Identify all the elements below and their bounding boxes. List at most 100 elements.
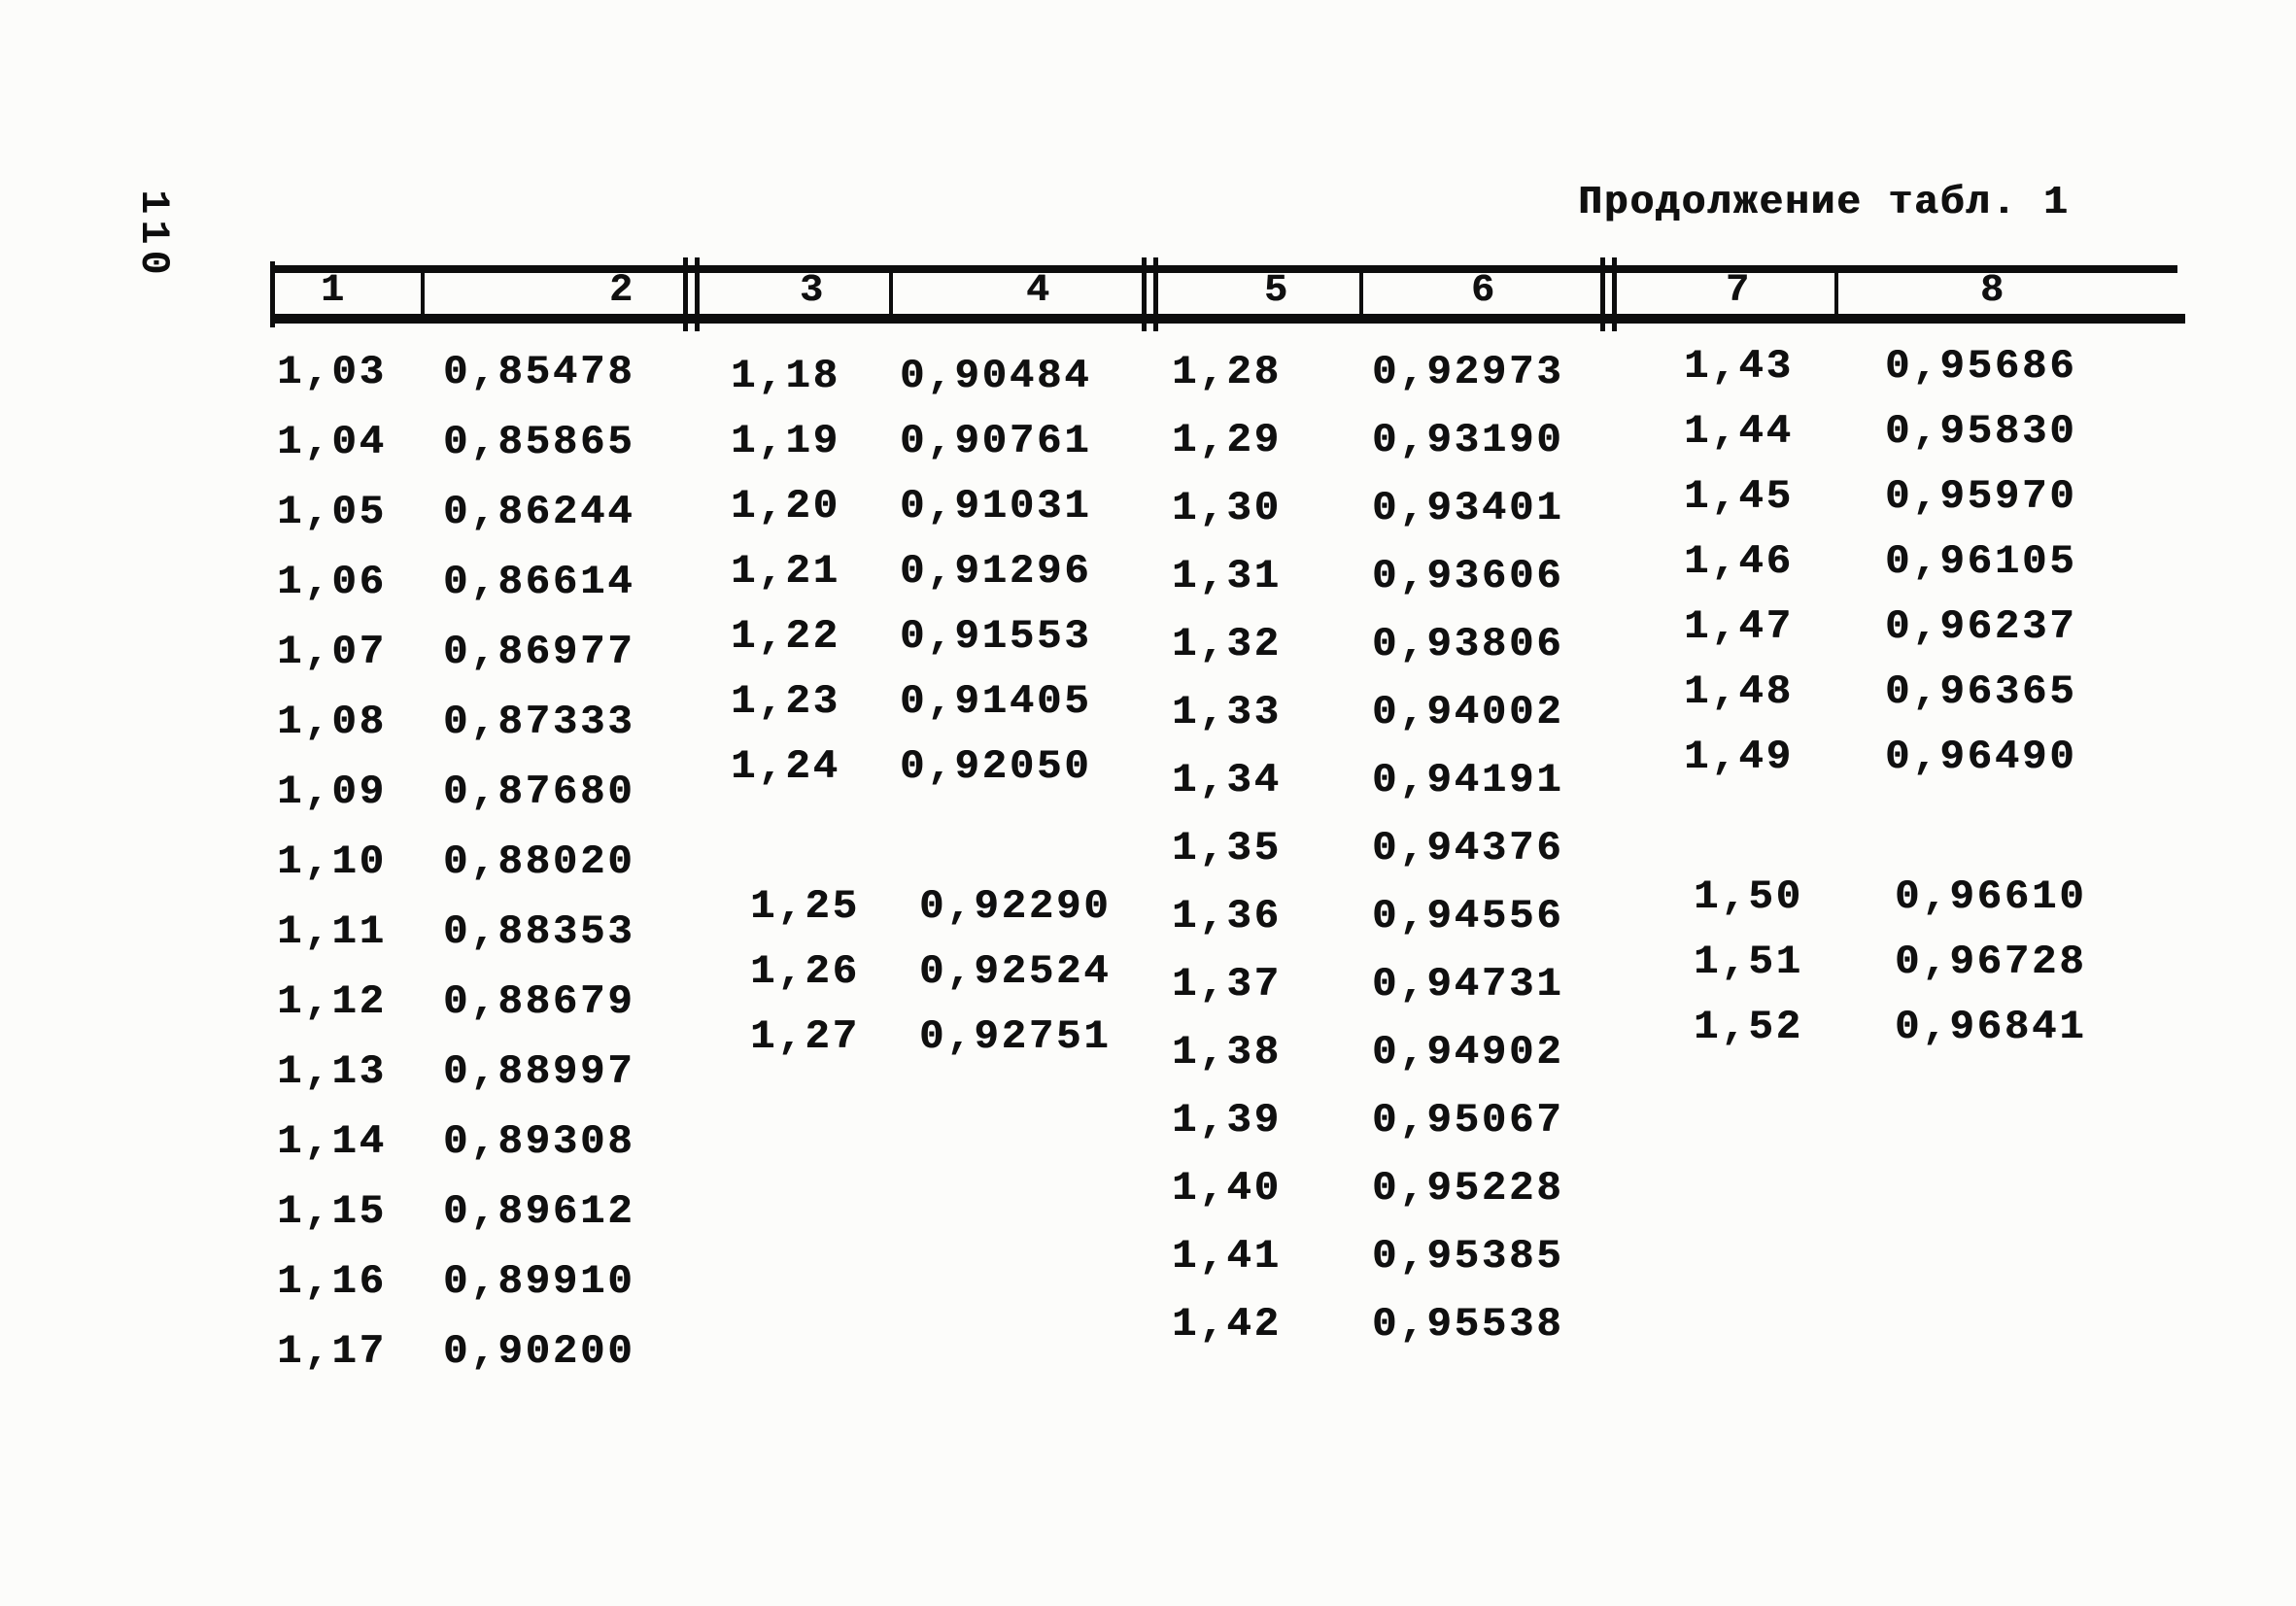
column-separator-line — [1834, 269, 1838, 318]
argument-value-cell: 1,12 — [277, 978, 387, 1025]
argument-value-cell: 1,34 — [1172, 757, 1282, 803]
function-value-cell: 0,96728 — [1895, 939, 2087, 985]
argument-value-cell: 1,40 — [1172, 1165, 1282, 1212]
argument-value-cell: 1,50 — [1694, 873, 1803, 920]
function-value-cell: 0,90200 — [443, 1328, 635, 1375]
function-value-cell: 0,93806 — [1372, 621, 1564, 667]
function-value-cell: 0,95830 — [1885, 408, 2077, 455]
function-value-cell: 0,93190 — [1372, 417, 1564, 463]
column-header-1: 1 — [320, 269, 345, 313]
argument-value-cell: 1,04 — [277, 419, 387, 465]
argument-value-cell: 1,11 — [277, 908, 387, 955]
argument-value-cell: 1,43 — [1684, 343, 1794, 390]
function-value-cell: 0,89910 — [443, 1258, 635, 1305]
function-value-cell: 0,95067 — [1372, 1097, 1564, 1144]
column-double-separator-line — [1142, 257, 1147, 331]
argument-value-cell: 1,38 — [1172, 1029, 1282, 1076]
function-value-cell: 0,88679 — [443, 978, 635, 1025]
argument-value-cell: 1,07 — [277, 629, 387, 675]
argument-value-cell: 1,17 — [277, 1328, 387, 1375]
function-value-cell: 0,91553 — [900, 613, 1092, 660]
argument-value-cell: 1,10 — [277, 838, 387, 885]
function-value-cell: 0,88020 — [443, 838, 635, 885]
argument-value-cell: 1,15 — [277, 1188, 387, 1235]
argument-value-cell: 1,21 — [731, 548, 840, 595]
argument-value-cell: 1,48 — [1684, 668, 1794, 715]
function-value-cell: 0,94556 — [1372, 893, 1564, 940]
argument-value-cell: 1,44 — [1684, 408, 1794, 455]
function-value-cell: 0,90484 — [900, 353, 1092, 399]
argument-value-cell: 1,28 — [1172, 349, 1282, 395]
header-left-edge-line — [270, 261, 275, 327]
table-title: Продолжение табл. 1 — [1578, 181, 2070, 225]
function-value-cell: 0,90761 — [900, 418, 1092, 464]
argument-value-cell: 1,25 — [750, 883, 860, 930]
argument-value-cell: 1,27 — [750, 1013, 860, 1060]
argument-value-cell: 1,06 — [277, 559, 387, 605]
function-value-cell: 0,96105 — [1885, 538, 2077, 585]
argument-value-cell: 1,32 — [1172, 621, 1282, 667]
function-value-cell: 0,95686 — [1885, 343, 2077, 390]
function-value-cell: 0,92050 — [900, 743, 1092, 790]
column-separator-line — [1359, 269, 1363, 318]
argument-value-cell: 1,05 — [277, 489, 387, 535]
column-separator-line — [421, 269, 425, 318]
function-value-cell: 0,86244 — [443, 489, 635, 535]
argument-value-cell: 1,49 — [1684, 734, 1794, 780]
argument-value-cell: 1,13 — [277, 1048, 387, 1095]
argument-value-cell: 1,14 — [277, 1118, 387, 1165]
column-double-separator-line — [1612, 257, 1617, 331]
function-value-cell: 0,95970 — [1885, 473, 2077, 520]
argument-value-cell: 1,31 — [1172, 553, 1282, 599]
column-header-7: 7 — [1725, 269, 1750, 313]
function-value-cell: 0,95538 — [1372, 1301, 1564, 1348]
function-value-cell: 0,85865 — [443, 419, 635, 465]
function-value-cell: 0,96237 — [1885, 603, 2077, 650]
function-value-cell: 0,91296 — [900, 548, 1092, 595]
function-value-cell: 0,93606 — [1372, 553, 1564, 599]
function-value-cell: 0,96490 — [1885, 734, 2077, 780]
argument-value-cell: 1,33 — [1172, 689, 1282, 735]
function-value-cell: 0,89308 — [443, 1118, 635, 1165]
argument-value-cell: 1,23 — [731, 678, 840, 725]
argument-value-cell: 1,29 — [1172, 417, 1282, 463]
function-value-cell: 0,95385 — [1372, 1233, 1564, 1280]
argument-value-cell: 1,22 — [731, 613, 840, 660]
argument-value-cell: 1,30 — [1172, 485, 1282, 531]
argument-value-cell: 1,36 — [1172, 893, 1282, 940]
column-header-6: 6 — [1470, 269, 1495, 313]
table-header: 1 2 3 4 5 6 7 8 — [270, 257, 2185, 331]
header-top-rule — [270, 265, 2177, 273]
function-value-cell: 0,94731 — [1372, 961, 1564, 1008]
function-value-cell: 0,92973 — [1372, 349, 1564, 395]
column-double-separator-line — [1600, 257, 1605, 331]
argument-value-cell: 1,08 — [277, 699, 387, 745]
column-separator-line — [889, 269, 893, 318]
column-header-4: 4 — [1025, 269, 1050, 313]
function-value-cell: 0,94902 — [1372, 1029, 1564, 1076]
function-value-cell: 0,96841 — [1895, 1004, 2087, 1050]
function-value-cell: 0,87333 — [443, 699, 635, 745]
column-double-separator-line — [695, 257, 700, 331]
argument-value-cell: 1,37 — [1172, 961, 1282, 1008]
header-bottom-rule — [270, 314, 2185, 324]
column-header-5: 5 — [1263, 269, 1288, 313]
function-value-cell: 0,94376 — [1372, 825, 1564, 871]
argument-value-cell: 1,16 — [277, 1258, 387, 1305]
column-header-2: 2 — [608, 269, 634, 313]
function-value-cell: 0,92290 — [919, 883, 1112, 930]
argument-value-cell: 1,24 — [731, 743, 840, 790]
argument-value-cell: 1,47 — [1684, 603, 1794, 650]
column-double-separator-line — [1153, 257, 1158, 331]
argument-value-cell: 1,42 — [1172, 1301, 1282, 1348]
argument-value-cell: 1,03 — [277, 349, 387, 395]
function-value-cell: 0,92751 — [919, 1013, 1112, 1060]
argument-value-cell: 1,39 — [1172, 1097, 1282, 1144]
function-value-cell: 0,86614 — [443, 559, 635, 605]
argument-value-cell: 1,26 — [750, 948, 860, 995]
function-value-cell: 0,86977 — [443, 629, 635, 675]
argument-value-cell: 1,09 — [277, 769, 387, 815]
argument-value-cell: 1,19 — [731, 418, 840, 464]
